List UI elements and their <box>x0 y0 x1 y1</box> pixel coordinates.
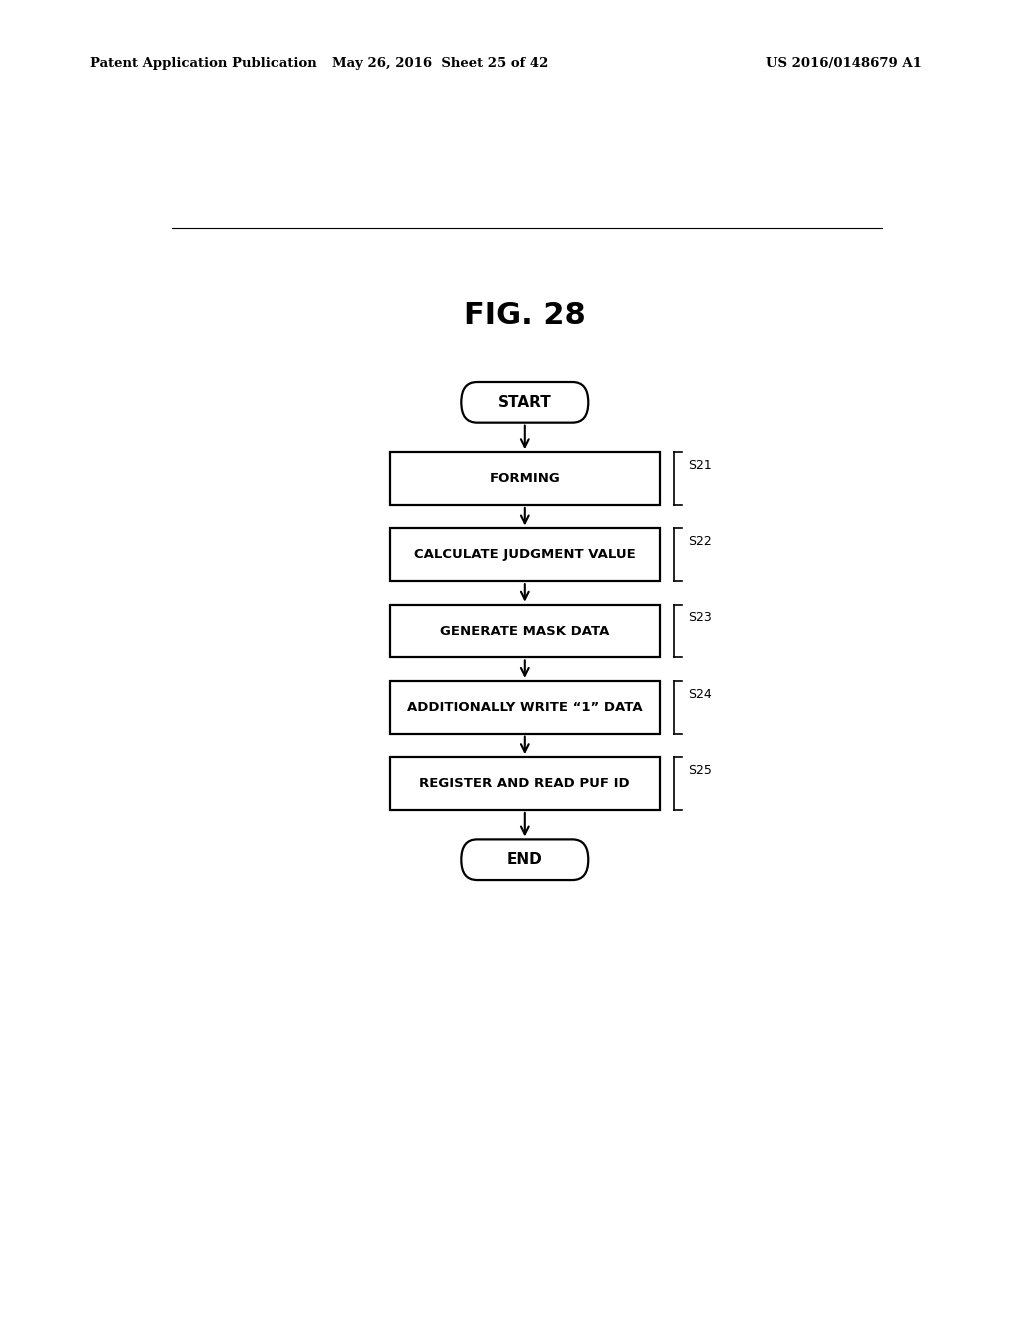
Bar <box>390 681 659 734</box>
Text: FIG. 28: FIG. 28 <box>464 301 586 330</box>
Text: CALCULATE JUDGMENT VALUE: CALCULATE JUDGMENT VALUE <box>414 548 636 561</box>
Bar <box>390 453 659 506</box>
Text: REGISTER AND READ PUF ID: REGISTER AND READ PUF ID <box>420 777 630 789</box>
Text: US 2016/0148679 A1: US 2016/0148679 A1 <box>766 57 922 70</box>
Text: FORMING: FORMING <box>489 473 560 484</box>
Text: END: END <box>507 853 543 867</box>
Bar <box>390 758 659 810</box>
Text: Patent Application Publication: Patent Application Publication <box>90 57 316 70</box>
Text: S23: S23 <box>688 611 712 624</box>
Text: S24: S24 <box>688 688 712 701</box>
Text: May 26, 2016  Sheet 25 of 42: May 26, 2016 Sheet 25 of 42 <box>332 57 549 70</box>
Text: ADDITIONALLY WRITE “1” DATA: ADDITIONALLY WRITE “1” DATA <box>407 701 643 714</box>
Text: START: START <box>498 395 552 409</box>
FancyBboxPatch shape <box>461 381 588 422</box>
Text: GENERATE MASK DATA: GENERATE MASK DATA <box>440 624 609 638</box>
Text: S25: S25 <box>688 764 712 776</box>
Text: S22: S22 <box>688 535 712 548</box>
Bar <box>390 528 659 581</box>
FancyBboxPatch shape <box>461 840 588 880</box>
Bar <box>390 605 659 657</box>
Text: S21: S21 <box>688 459 712 471</box>
